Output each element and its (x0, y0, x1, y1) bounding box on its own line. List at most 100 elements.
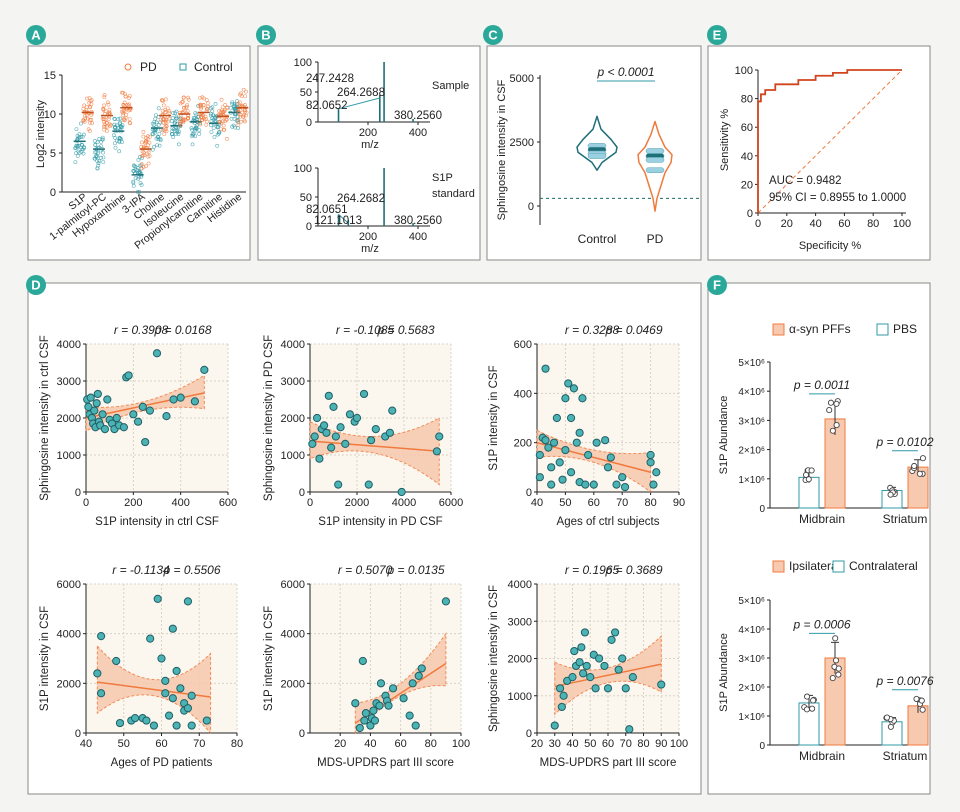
d3-point (606, 453, 615, 462)
a-ytick-label: 0 (50, 187, 56, 199)
d4-point (157, 654, 166, 663)
f2-point (803, 706, 810, 713)
a-point-pd (219, 97, 224, 102)
d3-point (564, 379, 573, 388)
d6-ytick-label: 1000 (508, 691, 532, 703)
f2-point (835, 665, 842, 672)
a-point-control (154, 120, 159, 125)
a-point-control (230, 100, 235, 105)
d2-point (329, 402, 338, 411)
d2-point (371, 425, 380, 434)
f2-ytick-label: 0 (759, 741, 765, 752)
a-point-pd (203, 117, 208, 121)
panel-a-frame (27, 45, 251, 261)
f2-point (835, 671, 842, 678)
d4-point (168, 624, 177, 633)
e-xtick-label: 20 (781, 218, 793, 230)
b-xtick-label: 200 (359, 231, 377, 243)
d3-point (620, 482, 630, 492)
e-xlabel: Specificity % (799, 240, 862, 252)
d6-point (570, 646, 579, 656)
f1-category-label: Striatum (883, 512, 928, 526)
d5-point (370, 716, 380, 725)
d5-point (351, 699, 360, 708)
d6-point (621, 684, 630, 693)
a-point-control (232, 102, 237, 107)
e-ytick-label: 20 (741, 179, 753, 191)
a-point-control (131, 183, 136, 188)
a-point-control (137, 189, 142, 194)
a-point-control (79, 121, 83, 126)
d2-point (310, 432, 319, 441)
b-xlabel: m/z (361, 139, 379, 151)
a-point-control (175, 130, 180, 135)
d2-point (435, 432, 444, 441)
d5-point (399, 694, 408, 703)
d5-ytick-label: 2000 (281, 678, 305, 690)
d2-point (322, 428, 331, 437)
a-point-pd (102, 124, 106, 129)
f2-category-label: Striatum (883, 749, 928, 763)
a-point-pd (103, 109, 108, 113)
b-peak-label: 82.0651 (306, 204, 348, 216)
f2-point (887, 723, 894, 730)
a-point-pd (186, 117, 190, 121)
d6-point (555, 684, 565, 693)
a-point-pd (144, 136, 148, 140)
f1-point (826, 407, 833, 414)
d2-point (352, 413, 362, 423)
b-ytick-label: 50 (300, 192, 312, 204)
d5-point (441, 597, 450, 606)
d6-ytick-label: 0 (526, 728, 532, 740)
a-point-pd (201, 113, 205, 118)
d3-xtick-label: 40 (531, 497, 543, 509)
d1-point (100, 425, 110, 434)
d1-point (152, 349, 162, 358)
d6-point (628, 673, 637, 682)
f1-legend-b-marker (876, 323, 889, 336)
a-point-pd (184, 105, 188, 110)
d1-point (129, 410, 138, 419)
b-ytick-label: 100 (294, 57, 312, 69)
d1-point (90, 406, 99, 415)
a-point-pd (221, 123, 226, 128)
a-point-pd (146, 154, 151, 159)
e-reference-line (757, 69, 903, 214)
panel-b-frame (257, 45, 481, 261)
a-point-pd (103, 124, 108, 129)
d4-point (161, 689, 170, 698)
d4-point (176, 684, 185, 693)
f1-point (827, 399, 834, 406)
d3-xlabel: Ages of ctrl subjects (557, 516, 660, 528)
d2-point (312, 413, 322, 423)
d3-point (561, 394, 570, 403)
d5-xtick-label: 80 (425, 738, 437, 750)
a-point-pd (101, 117, 106, 122)
a-point-control (230, 101, 235, 106)
a-point-pd (186, 95, 191, 100)
a-point-control (154, 113, 158, 118)
f2-legend-a: Ipsilateral (789, 559, 840, 573)
d2-r-value: r = -0.1085 (336, 323, 395, 337)
d2-ytick-label: 0 (299, 487, 305, 499)
a-point-pd (85, 96, 89, 101)
f1-ytick-label: 4×10⁶ (738, 387, 765, 398)
f1-pvalue: p = 0.0102 (875, 435, 933, 449)
c-ytick-label: 2500 (510, 137, 534, 149)
d6-xtick-label: 100 (670, 738, 688, 750)
d6-xtick-label: 70 (620, 738, 632, 750)
e-ytick-label: 0 (747, 208, 753, 220)
d1-point (133, 417, 143, 426)
a-point-pd (104, 129, 109, 134)
d3-point (541, 436, 550, 445)
d1-p-value: p = 0.0168 (153, 323, 211, 337)
a-point-control (174, 116, 179, 121)
a-point-control (75, 153, 80, 158)
e-xtick-label: 0 (755, 218, 761, 230)
a-point-control (101, 150, 105, 155)
a-point-pd (159, 98, 164, 102)
f2-ytick-label: 1×10⁶ (738, 712, 765, 723)
d2-ylabel: Sphingosine intensity in PD CSF (263, 335, 275, 501)
a-point-pd (105, 100, 110, 105)
d6-p-value: p = 0.3689 (604, 563, 662, 577)
